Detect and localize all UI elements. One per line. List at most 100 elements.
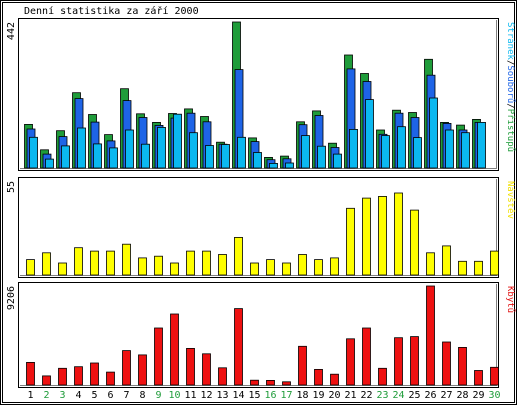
- bar-n-v-t-v-day-20: [330, 257, 339, 276]
- bar-n-v-t-v-day-22: [362, 197, 371, 276]
- bar-n-v-t-v-day-13: [218, 254, 227, 276]
- bar-kbyt--day-3: [58, 367, 67, 386]
- bar-kbyt--day-16: [266, 379, 275, 386]
- bar-str-nek-day-24: [397, 126, 406, 169]
- day-label-15: 15: [248, 390, 260, 401]
- bar-n-v-t-v-day-4: [74, 247, 83, 276]
- bar-kbyt--day-29: [474, 370, 483, 386]
- bar-str-nek-day-9: [157, 127, 166, 169]
- day-label-21: 21: [344, 390, 356, 401]
- bar-str-nek-day-4: [77, 127, 86, 169]
- bar-n-v-t-v-day-10: [170, 262, 179, 276]
- day-axis-labels: 1 2 3 4 5 6 7 8 9 10 11 12 13 14 15 16 17 18 19 20 21 22 23 24 2…: [27, 390, 500, 401]
- bar-kbyt--day-20: [330, 373, 339, 386]
- day-label-10: 10: [168, 390, 180, 401]
- day-label-7: 7: [123, 390, 129, 401]
- bar-n-v-t-v-day-6: [106, 250, 115, 276]
- bar-n-v-t-v-day-25: [410, 209, 419, 276]
- bar-str-nek-day-17: [285, 162, 294, 169]
- bar-str-nek-day-22: [365, 99, 374, 169]
- bar-n-v-t-v-day-29: [474, 260, 483, 276]
- bar-str-nek-day-20: [333, 153, 342, 169]
- series-label: Kbytů: [505, 286, 516, 313]
- bar-kbyt--day-7: [122, 350, 131, 386]
- y-max-label: 55: [6, 181, 17, 193]
- bar-n-v-t-v-day-30: [490, 250, 499, 276]
- bar-kbyt--day-18: [298, 345, 307, 386]
- bar-kbyt--day-17: [282, 381, 291, 386]
- bar-kbyt--day-13: [218, 367, 227, 386]
- series-label-part: Návštěv: [505, 181, 516, 219]
- series-label-part: Přístupů: [505, 109, 516, 152]
- day-label-12: 12: [200, 390, 212, 401]
- bar-n-v-t-v-day-5: [90, 250, 99, 276]
- bar-str-nek-day-5: [93, 143, 102, 169]
- series-label: Stránek/Souborů/Přístupů: [505, 22, 516, 152]
- bar-n-v-t-v-day-12: [202, 250, 211, 276]
- bar-kbyt--day-14: [234, 308, 243, 386]
- bar-kbyt--day-6: [106, 371, 115, 386]
- bar-str-nek-day-14: [237, 136, 246, 169]
- day-label-29: 29: [472, 390, 484, 401]
- day-label-4: 4: [75, 390, 81, 401]
- bar-str-nek-day-1: [29, 136, 38, 169]
- day-label-5: 5: [91, 390, 97, 401]
- bar-kbyt--day-10: [170, 313, 179, 386]
- day-label-8: 8: [139, 390, 145, 401]
- day-label-19: 19: [312, 390, 324, 401]
- bar-str-nek-day-12: [205, 145, 214, 169]
- bar-n-v-t-v-day-18: [298, 254, 307, 276]
- bar-str-nek-day-8: [141, 143, 150, 169]
- bar-kbyt--day-23: [378, 367, 387, 386]
- day-label-16: 16: [264, 390, 276, 401]
- day-label-14: 14: [232, 390, 244, 401]
- bar-kbyt--day-1: [26, 361, 35, 386]
- bar-str-nek-day-23: [381, 135, 390, 169]
- day-label-1: 1: [27, 390, 33, 401]
- bar-str-nek-day-16: [269, 162, 278, 169]
- bar-str-nek-day-13: [221, 144, 230, 169]
- day-label-22: 22: [360, 390, 372, 401]
- bar-str-nek-day-6: [109, 147, 118, 169]
- bar-kbyt--day-12: [202, 353, 211, 386]
- bar-kbyt--day-19: [314, 368, 323, 386]
- y-max-label: 442: [6, 22, 17, 40]
- series-label: Návštěv: [505, 181, 516, 219]
- bar-str-nek-day-21: [349, 128, 358, 169]
- bar-n-v-t-v-day-14: [234, 236, 243, 276]
- day-label-18: 18: [296, 390, 308, 401]
- chart-panel-3: 9206 Kbytů: [6, 282, 516, 388]
- bar-kbyt--day-28: [458, 346, 467, 386]
- bar-n-v-t-v-day-23: [378, 195, 387, 276]
- bar-n-v-t-v-day-9: [154, 255, 163, 276]
- day-label-2: 2: [43, 390, 49, 401]
- bar-str-nek-day-27: [445, 129, 454, 169]
- bar-n-v-t-v-day-28: [458, 260, 467, 276]
- day-label-24: 24: [392, 390, 404, 401]
- bar-kbyt--day-8: [138, 354, 147, 386]
- bar-str-nek-day-11: [189, 132, 198, 169]
- y-max-label: 9206: [6, 286, 17, 310]
- day-label-6: 6: [107, 390, 113, 401]
- day-label-25: 25: [408, 390, 420, 401]
- bar-kbyt--day-21: [346, 338, 355, 386]
- series-label-part: /: [505, 103, 515, 108]
- bar-str-nek-day-10: [173, 113, 182, 169]
- bar-n-v-t-v-day-11: [186, 250, 195, 276]
- day-label-3: 3: [59, 390, 65, 401]
- day-label-13: 13: [216, 390, 228, 401]
- bar-n-v-t-v-day-3: [58, 262, 67, 276]
- bar-kbyt--day-22: [362, 327, 371, 386]
- bar-kbyt--day-25: [410, 336, 419, 386]
- bar-n-v-t-v-day-17: [282, 262, 291, 276]
- chart-title: Denní statistika za září 2000: [24, 5, 199, 17]
- bar-str-nek-day-25: [413, 137, 422, 169]
- bar-n-v-t-v-day-8: [138, 257, 147, 276]
- bar-kbyt--day-15: [250, 379, 259, 386]
- bar-str-nek-day-15: [253, 152, 262, 169]
- bar-str-nek-day-26: [429, 97, 438, 169]
- bar-n-v-t-v-day-27: [442, 245, 451, 276]
- bar-kbyt--day-27: [442, 341, 451, 386]
- bar-n-v-t-v-day-7: [122, 243, 131, 276]
